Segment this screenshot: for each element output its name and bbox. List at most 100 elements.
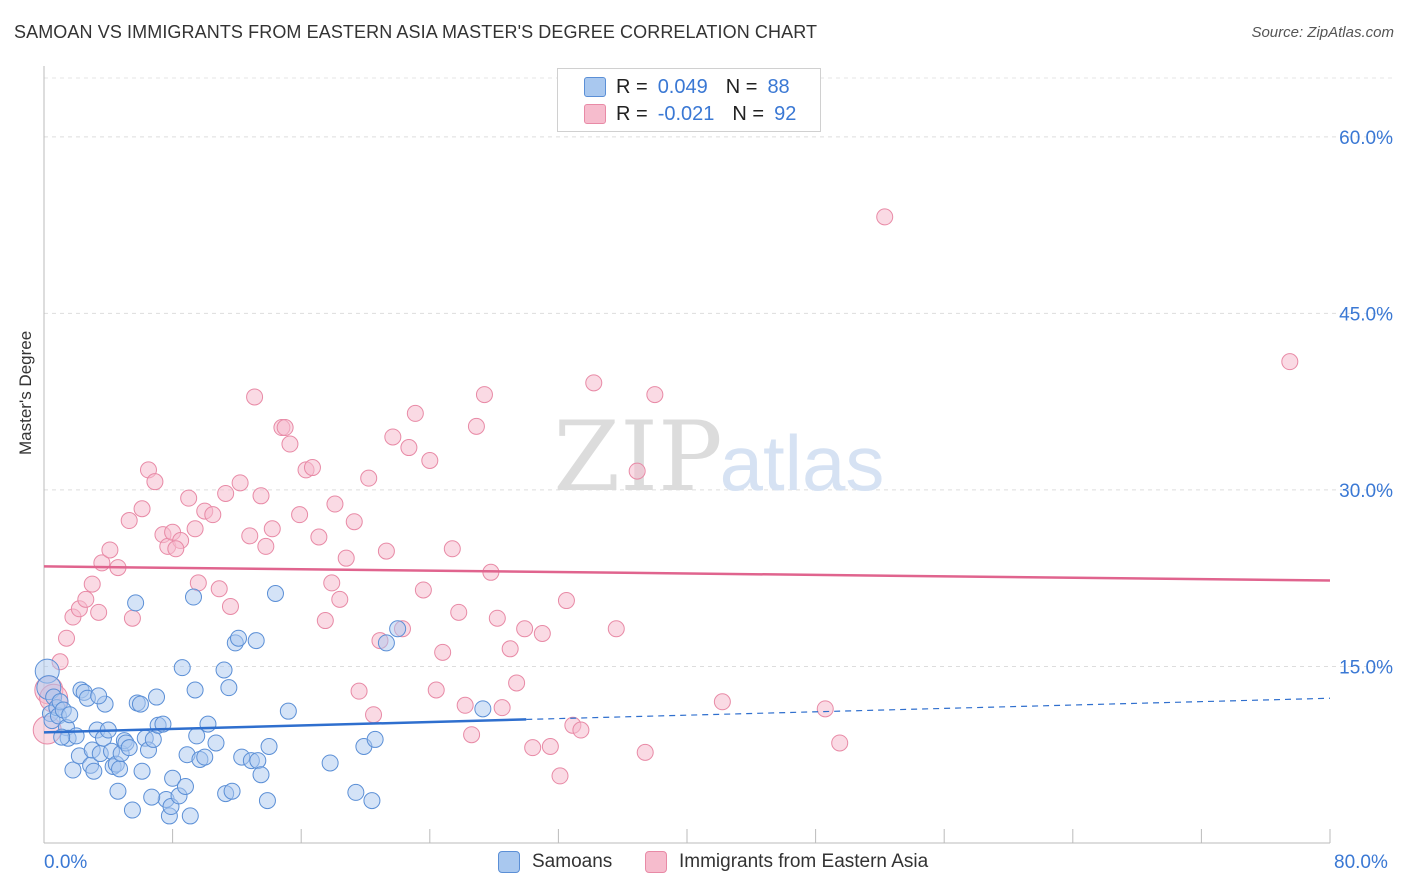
data-point-immigrants bbox=[713, 693, 731, 711]
data-point-immigrants bbox=[323, 574, 341, 592]
data-point-immigrants bbox=[326, 495, 344, 513]
legend-swatch-blue bbox=[498, 851, 520, 873]
data-point-immigrants bbox=[384, 428, 402, 446]
data-point-immigrants bbox=[246, 388, 264, 406]
data-point-immigrants bbox=[377, 542, 395, 560]
trendline-samoans-extension bbox=[526, 697, 1331, 721]
data-point-samoans bbox=[247, 632, 265, 650]
data-point-samoans bbox=[143, 788, 161, 806]
data-point-immigrants bbox=[303, 459, 321, 477]
data-point-immigrants bbox=[467, 417, 485, 435]
data-point-immigrants bbox=[58, 629, 76, 647]
series-legend: Samoans Immigrants from Eastern Asia bbox=[0, 851, 1406, 879]
data-point-immigrants bbox=[557, 592, 575, 610]
trendline-samoans bbox=[43, 718, 527, 734]
data-point-samoans bbox=[186, 681, 204, 699]
data-point-immigrants bbox=[551, 767, 569, 785]
y-tick-label: 30.0% bbox=[1339, 481, 1393, 502]
legend-r-value: -0.021 bbox=[657, 102, 715, 125]
y-tick-label: 45.0% bbox=[1339, 304, 1393, 325]
source-label: Source: ZipAtlas.com bbox=[1251, 24, 1394, 41]
data-point-immigrants bbox=[516, 620, 534, 638]
data-point-immigrants bbox=[316, 612, 334, 630]
chart-title: SAMOAN VS IMMIGRANTS FROM EASTERN ASIA M… bbox=[14, 22, 818, 42]
data-point-immigrants bbox=[646, 386, 664, 404]
data-point-samoans bbox=[321, 754, 339, 772]
data-point-samoans bbox=[389, 620, 407, 638]
data-point-immigrants bbox=[572, 721, 590, 739]
data-point-immigrants bbox=[434, 643, 452, 661]
data-point-samoans bbox=[347, 783, 365, 801]
data-point-immigrants bbox=[101, 541, 119, 559]
data-point-immigrants bbox=[257, 537, 275, 555]
data-point-samoans bbox=[123, 801, 141, 819]
y-tick-label: 15.0% bbox=[1339, 657, 1393, 678]
data-point-immigrants bbox=[501, 640, 519, 658]
data-point-samoans bbox=[266, 584, 284, 602]
data-point-immigrants bbox=[360, 469, 378, 487]
y-tick-label: 60.0% bbox=[1339, 128, 1393, 149]
data-point-immigrants bbox=[421, 452, 439, 469]
data-point-samoans bbox=[133, 762, 151, 780]
data-point-immigrants bbox=[204, 506, 222, 524]
legend-r-label: R = bbox=[616, 102, 648, 125]
data-point-immigrants bbox=[276, 419, 294, 437]
legend-n-value: 92 bbox=[774, 102, 797, 125]
data-point-immigrants bbox=[210, 580, 228, 598]
data-point-samoans bbox=[188, 727, 206, 745]
legend-item-immigrants: Immigrants from Eastern Asia bbox=[645, 851, 928, 873]
data-point-samoans bbox=[260, 737, 278, 755]
data-point-immigrants bbox=[456, 696, 474, 714]
data-point-immigrants bbox=[585, 374, 603, 392]
x-tick-min: 0.0% bbox=[44, 852, 88, 873]
data-point-immigrants bbox=[189, 574, 207, 592]
data-point-immigrants bbox=[167, 540, 185, 558]
data-point-immigrants bbox=[180, 489, 198, 507]
data-point-immigrants bbox=[400, 439, 418, 457]
correlation-legend: R = 0.049 N = 88 R = -0.021 N = 92 bbox=[557, 68, 821, 132]
data-point-samoans bbox=[252, 766, 270, 784]
data-point-immigrants bbox=[463, 726, 481, 744]
data-point-samoans bbox=[220, 679, 238, 697]
data-point-immigrants bbox=[524, 739, 542, 757]
legend-swatch-blue bbox=[584, 77, 606, 97]
trendlines bbox=[43, 565, 1331, 734]
data-point-immigrants bbox=[831, 734, 849, 752]
data-point-samoans bbox=[64, 761, 82, 779]
data-point-immigrants bbox=[607, 620, 625, 638]
data-point-immigrants bbox=[337, 549, 355, 567]
data-point-samoans bbox=[127, 594, 145, 612]
data-point-immigrants bbox=[475, 386, 493, 404]
data-point-samoans bbox=[474, 700, 492, 718]
watermark-atlas: atlas bbox=[720, 419, 885, 507]
legend-swatch-pink bbox=[645, 851, 667, 873]
data-point-immigrants bbox=[443, 540, 461, 558]
data-point-immigrants bbox=[414, 581, 432, 599]
data-point-immigrants bbox=[291, 506, 309, 524]
data-point-samoans bbox=[249, 752, 267, 770]
data-point-immigrants bbox=[263, 520, 281, 538]
data-point-immigrants bbox=[636, 743, 654, 761]
data-point-samoans bbox=[164, 769, 182, 787]
data-point-samoans bbox=[173, 659, 191, 677]
data-point-samoans bbox=[184, 588, 202, 606]
data-point-immigrants bbox=[123, 609, 141, 627]
legend-label-samoans: Samoans bbox=[532, 851, 613, 872]
data-point-immigrants bbox=[450, 603, 468, 621]
data-point-immigrants bbox=[310, 528, 328, 546]
watermark-zip: ZIP bbox=[553, 401, 722, 513]
data-point-samoans bbox=[131, 695, 149, 713]
data-point-samoans bbox=[366, 730, 384, 748]
data-point-immigrants bbox=[331, 590, 349, 608]
data-point-immigrants bbox=[488, 609, 506, 627]
legend-n-label: N = bbox=[725, 75, 758, 98]
data-point-samoans bbox=[144, 730, 162, 748]
data-point-immigrants bbox=[1281, 353, 1299, 371]
data-point-samoans bbox=[181, 807, 199, 825]
legend-n-label: N = bbox=[732, 102, 765, 125]
data-point-immigrants bbox=[83, 575, 101, 593]
data-point-samoans bbox=[223, 782, 241, 800]
legend-r-label: R = bbox=[616, 75, 648, 98]
legend-item-samoans: Samoans bbox=[498, 851, 612, 873]
legend-row-immigrants: R = -0.021 N = 92 bbox=[584, 101, 796, 127]
